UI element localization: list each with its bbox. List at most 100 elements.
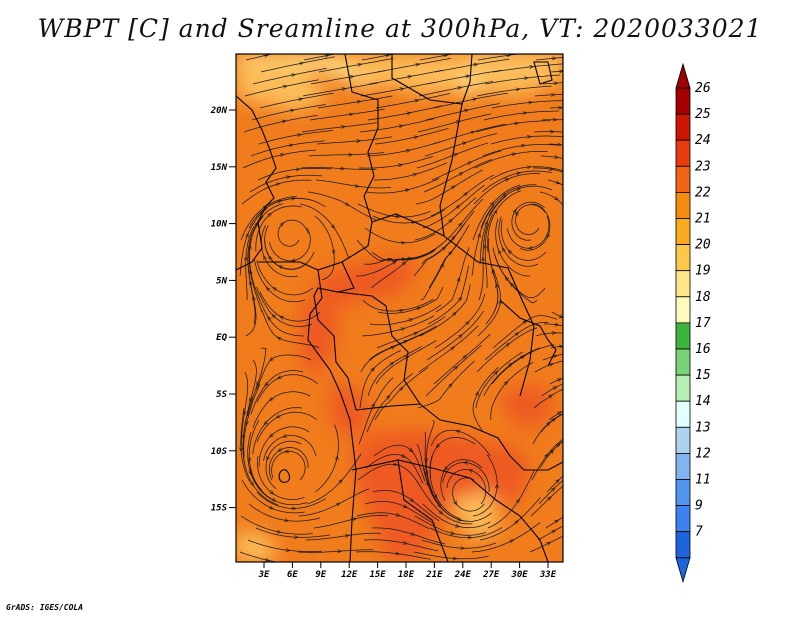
streamline: [472, 184, 521, 241]
streamline-arrow: [511, 154, 515, 155]
streamline: [265, 440, 302, 490]
lon-label: 27E: [482, 570, 500, 580]
streamline-arrow: [552, 420, 554, 422]
streamline: [306, 453, 362, 505]
colorbar-top-arrow: [675, 62, 691, 89]
streamline: [243, 114, 318, 133]
streamline: [372, 209, 445, 224]
streamline: [302, 82, 378, 97]
streamline: [507, 215, 550, 249]
streamline: [364, 501, 435, 525]
streamline-arrow: [250, 272, 251, 275]
streamline: [417, 113, 492, 133]
streamline-arrow: [494, 212, 495, 214]
streamline: [366, 141, 441, 157]
streamline-arrow: [413, 333, 415, 334]
streamline-arrow: [357, 65, 360, 66]
grads-credit: GrADS: IGES/COLA: [6, 603, 84, 612]
streamline-arrow: [247, 420, 248, 424]
colorbar-swatch: [675, 218, 691, 246]
streamline-arrow: [547, 543, 549, 544]
streamline: [477, 54, 521, 61]
colorbar-label: 24: [695, 133, 711, 148]
streamline: [252, 67, 327, 85]
streamline-arrow: [555, 521, 557, 522]
streamline: [308, 152, 385, 157]
streamline-arrow: [271, 358, 273, 360]
streamline: [242, 149, 316, 169]
streamline-arrow: [413, 137, 416, 138]
streamline-arrow: [275, 184, 279, 185]
streamline-arrow: [271, 434, 273, 436]
colorbar-swatch: [675, 244, 691, 272]
streamline-arrow: [400, 329, 403, 330]
streamline: [362, 298, 434, 312]
streamline-arrow: [549, 396, 551, 397]
streamline-arrow: [461, 143, 465, 144]
streamline-arrow: [268, 455, 269, 458]
streamline-arrow: [516, 213, 517, 216]
streamline: [498, 216, 539, 267]
streamline: [253, 258, 306, 303]
streamline: [476, 85, 552, 97]
streamline: [361, 315, 435, 337]
streamline-arrow: [459, 224, 461, 226]
streamline-arrow: [551, 451, 553, 453]
wbpt-patch: [450, 490, 500, 540]
streamline-arrow: [552, 531, 554, 532]
streamline: [475, 120, 551, 133]
chart-title: WBPT [C] and Sreamline at 300hPa, VT: 20…: [37, 14, 763, 43]
streamline: [264, 225, 307, 270]
streamline: [299, 203, 349, 258]
streamline-arrow: [390, 363, 392, 365]
streamline: [424, 133, 497, 157]
streamline-arrow: [265, 258, 266, 260]
streamline: [418, 81, 494, 97]
colorbar-label: 11: [695, 473, 711, 488]
streamline-arrow: [395, 515, 399, 516]
streamline: [370, 249, 436, 289]
streamline: [490, 361, 534, 421]
streamline: [269, 227, 311, 262]
streamline: [538, 480, 563, 505]
colorbar-swatch: [675, 479, 691, 507]
streamline-arrow: [547, 423, 549, 425]
streamline-arrow: [402, 263, 404, 265]
streamline-arrow: [451, 348, 453, 350]
streamline-arrow: [349, 77, 352, 78]
streamline-arrow: [517, 501, 518, 503]
streamline-arrow: [392, 262, 394, 263]
streamline-arrow: [441, 265, 442, 267]
colorbar-label: 19: [695, 264, 711, 279]
streamline: [256, 411, 318, 443]
streamline: [249, 174, 323, 193]
streamline: [241, 179, 312, 205]
streamline: [372, 490, 440, 522]
streamline-arrow: [555, 182, 559, 183]
streamline-arrow: [515, 334, 517, 336]
streamline-arrow: [504, 179, 507, 180]
streamline: [366, 373, 414, 433]
streamline: [415, 169, 483, 205]
streamline: [357, 463, 421, 487]
streamline-arrow: [509, 365, 511, 367]
streamline-arrow: [473, 64, 476, 65]
streamline: [413, 551, 489, 560]
streamline: [257, 455, 305, 500]
streamline: [482, 144, 557, 157]
streamline: [245, 264, 257, 337]
streamline-arrow: [408, 320, 412, 321]
streamline-arrow: [289, 110, 293, 111]
streamline: [429, 198, 484, 253]
streamline-arrow: [505, 383, 507, 385]
streamline: [259, 92, 334, 109]
colorbar-label: 23: [695, 159, 711, 174]
colorbar-label: 21: [695, 212, 711, 227]
lat-label: 5N: [216, 276, 227, 286]
streamline-arrow: [499, 252, 500, 255]
streamline-arrow: [506, 344, 508, 346]
streamline: [245, 225, 255, 301]
streamline-arrow: [454, 367, 456, 369]
colorbar-label: 13: [695, 420, 711, 435]
lat-label: EQ: [216, 333, 227, 343]
